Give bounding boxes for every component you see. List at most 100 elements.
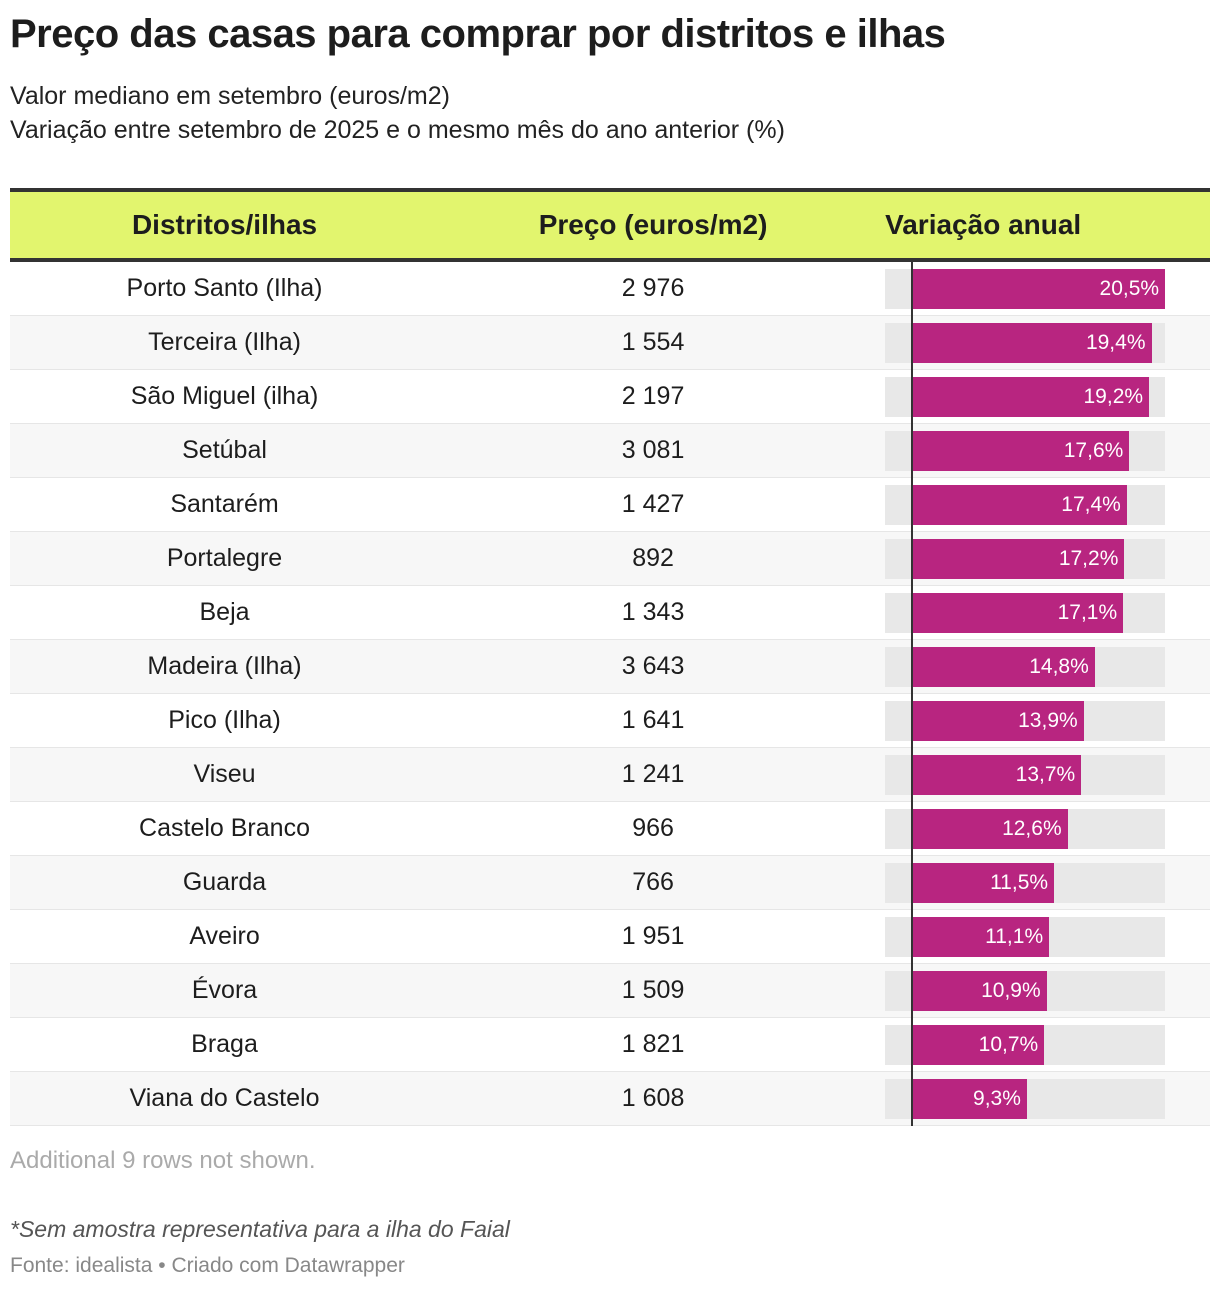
- change-cell: 17,4%: [867, 477, 1210, 532]
- zero-line: [911, 748, 914, 802]
- change-cell: 9,3%: [867, 1071, 1210, 1126]
- change-bar: 17,4%: [912, 485, 1127, 525]
- subtitle-line-1: Valor mediano em setembro (euros/m2): [10, 82, 450, 110]
- change-cell: 11,1%: [867, 909, 1210, 964]
- zero-line: [911, 586, 914, 640]
- table-row: Évora 1 509 10,9%: [10, 963, 1210, 1018]
- change-cell: 12,6%: [867, 801, 1210, 856]
- zero-line: [911, 910, 914, 964]
- zero-line: [911, 370, 914, 424]
- change-cell: 17,2%: [867, 531, 1210, 586]
- change-bar: 11,1%: [912, 917, 1050, 957]
- district-cell: Aveiro: [10, 909, 440, 964]
- change-bar: 20,5%: [912, 269, 1166, 309]
- change-bar: 17,6%: [912, 431, 1130, 471]
- district-cell: São Miguel (ilha): [10, 369, 440, 424]
- change-bar: 19,2%: [912, 377, 1150, 417]
- change-bar: 17,2%: [912, 539, 1125, 579]
- zero-line: [911, 964, 914, 1018]
- table-row: Terceira (Ilha) 1 554 19,4%: [10, 315, 1210, 370]
- table-row: Porto Santo (Ilha) 2 976 20,5%: [10, 260, 1210, 316]
- district-cell: Braga: [10, 1017, 440, 1072]
- change-cell: 13,9%: [867, 693, 1210, 748]
- change-bar: 10,7%: [912, 1025, 1045, 1065]
- district-cell: Portalegre: [10, 531, 440, 586]
- table-row: Portalegre 892 17,2%: [10, 531, 1210, 586]
- zero-line: [911, 1072, 914, 1126]
- price-cell: 2 976: [439, 260, 868, 316]
- change-bar: 13,9%: [912, 701, 1084, 741]
- price-cell: 892: [439, 531, 868, 586]
- column-header-change[interactable]: Variação anual: [885, 209, 1082, 240]
- table-row: Beja 1 343 17,1%: [10, 585, 1210, 640]
- price-cell: 1 951: [439, 909, 868, 964]
- price-cell: 766: [439, 855, 868, 910]
- change-bar: 14,8%: [912, 647, 1095, 687]
- bar-background: 17,4%: [885, 478, 1166, 532]
- change-cell: 17,6%: [867, 423, 1210, 478]
- table-row: São Miguel (ilha) 2 197 19,2%: [10, 369, 1210, 424]
- price-cell: 1 641: [439, 693, 868, 748]
- table-row: Braga 1 821 10,7%: [10, 1017, 1210, 1072]
- more-rows-note: Additional 9 rows not shown.: [10, 1147, 316, 1174]
- change-cell: 17,1%: [867, 585, 1210, 640]
- zero-line: [911, 316, 914, 370]
- table-row: Viana do Castelo 1 608 9,3%: [10, 1071, 1210, 1126]
- district-cell: Pico (Ilha): [10, 693, 440, 748]
- district-cell: Guarda: [10, 855, 440, 910]
- bar-background: 17,6%: [885, 424, 1166, 478]
- district-cell: Viana do Castelo: [10, 1071, 440, 1126]
- bar-background: 17,2%: [885, 532, 1166, 586]
- change-cell: 11,5%: [867, 855, 1210, 910]
- table-row: Castelo Branco 966 12,6%: [10, 801, 1210, 856]
- price-cell: 1 427: [439, 477, 868, 532]
- change-cell: 20,5%: [867, 260, 1210, 316]
- zero-line: [911, 802, 914, 856]
- column-header-price[interactable]: Preço (euros/m2): [538, 209, 768, 240]
- district-cell: Santarém: [10, 477, 440, 532]
- zero-line: [911, 640, 914, 694]
- district-cell: Madeira (Ilha): [10, 639, 440, 694]
- price-cell: 1 509: [439, 963, 868, 1018]
- table-row: Santarém 1 427 17,4%: [10, 477, 1210, 532]
- change-cell: 14,8%: [867, 639, 1210, 694]
- zero-line: [911, 694, 914, 748]
- price-cell: 2 197: [439, 369, 868, 424]
- bar-background: 19,4%: [885, 316, 1166, 370]
- bar-background: 14,8%: [885, 640, 1166, 694]
- table-row: Guarda 766 11,5%: [10, 855, 1210, 910]
- bar-background: 13,7%: [885, 748, 1166, 802]
- district-cell: Terceira (Ilha): [10, 315, 440, 370]
- price-cell: 966: [439, 801, 868, 856]
- zero-line: [911, 1018, 914, 1072]
- bar-background: 11,5%: [885, 856, 1166, 910]
- price-cell: 1 608: [439, 1071, 868, 1126]
- bar-background: 12,6%: [885, 802, 1166, 856]
- table-row: Aveiro 1 951 11,1%: [10, 909, 1210, 964]
- price-cell: 1 821: [439, 1017, 868, 1072]
- zero-line: [911, 424, 914, 478]
- bar-background: 10,7%: [885, 1018, 1166, 1072]
- bar-background: 11,1%: [885, 910, 1166, 964]
- change-cell: 19,4%: [867, 315, 1210, 370]
- change-cell: 10,9%: [867, 963, 1210, 1018]
- district-cell: Viseu: [10, 747, 440, 802]
- data-table: Distritos/ilhas Preço (euros/m2) Variaçã…: [10, 188, 1210, 1126]
- bar-background: 19,2%: [885, 370, 1166, 424]
- change-bar: 17,1%: [912, 593, 1124, 633]
- bar-background: 20,5%: [885, 262, 1166, 316]
- bar-background: 17,1%: [885, 586, 1166, 640]
- change-bar: 9,3%: [912, 1079, 1027, 1119]
- column-header-district[interactable]: Distritos/ilhas: [131, 209, 318, 240]
- change-bar: 13,7%: [912, 755, 1082, 795]
- district-cell: Castelo Branco: [10, 801, 440, 856]
- district-cell: Beja: [10, 585, 440, 640]
- price-cell: 3 643: [439, 639, 868, 694]
- bar-background: 10,9%: [885, 964, 1166, 1018]
- price-cell: 3 081: [439, 423, 868, 478]
- chart-title: Preço das casas para comprar por distrit…: [10, 12, 946, 56]
- table-row: Viseu 1 241 13,7%: [10, 747, 1210, 802]
- change-cell: 10,7%: [867, 1017, 1210, 1072]
- change-bar: 12,6%: [912, 809, 1068, 849]
- zero-line: [911, 532, 914, 586]
